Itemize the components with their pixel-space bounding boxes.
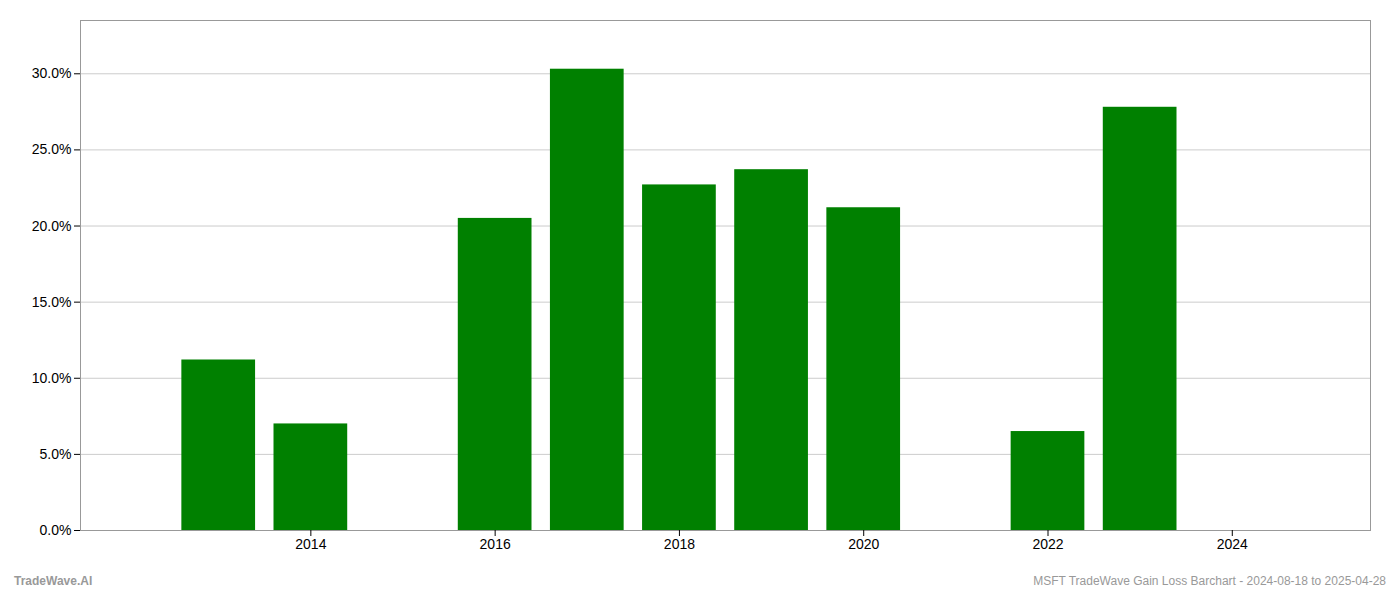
svg-text:25.0%: 25.0%	[32, 141, 72, 157]
svg-text:10.0%: 10.0%	[32, 370, 72, 386]
svg-text:2016: 2016	[480, 536, 511, 552]
html-text:TradeWave.AI: TradeWave.AI	[14, 574, 93, 588]
svg-text:2014: 2014	[295, 536, 326, 552]
html-text:MSFT TradeWave Gain Loss Barch: MSFT TradeWave Gain Loss Barchart - 2024…	[1033, 574, 1386, 588]
svg-text:2024: 2024	[1217, 536, 1248, 552]
svg-text:2022: 2022	[1032, 536, 1063, 552]
svg-text:15.0%: 15.0%	[32, 294, 72, 310]
svg-text:2018: 2018	[664, 536, 695, 552]
svg-text:5.0%: 5.0%	[40, 446, 72, 462]
svg-text:30.0%: 30.0%	[32, 65, 72, 81]
svg-text:2020: 2020	[848, 536, 879, 552]
svg-text:0.0%: 0.0%	[40, 522, 72, 538]
svg-text:20.0%: 20.0%	[32, 218, 72, 234]
